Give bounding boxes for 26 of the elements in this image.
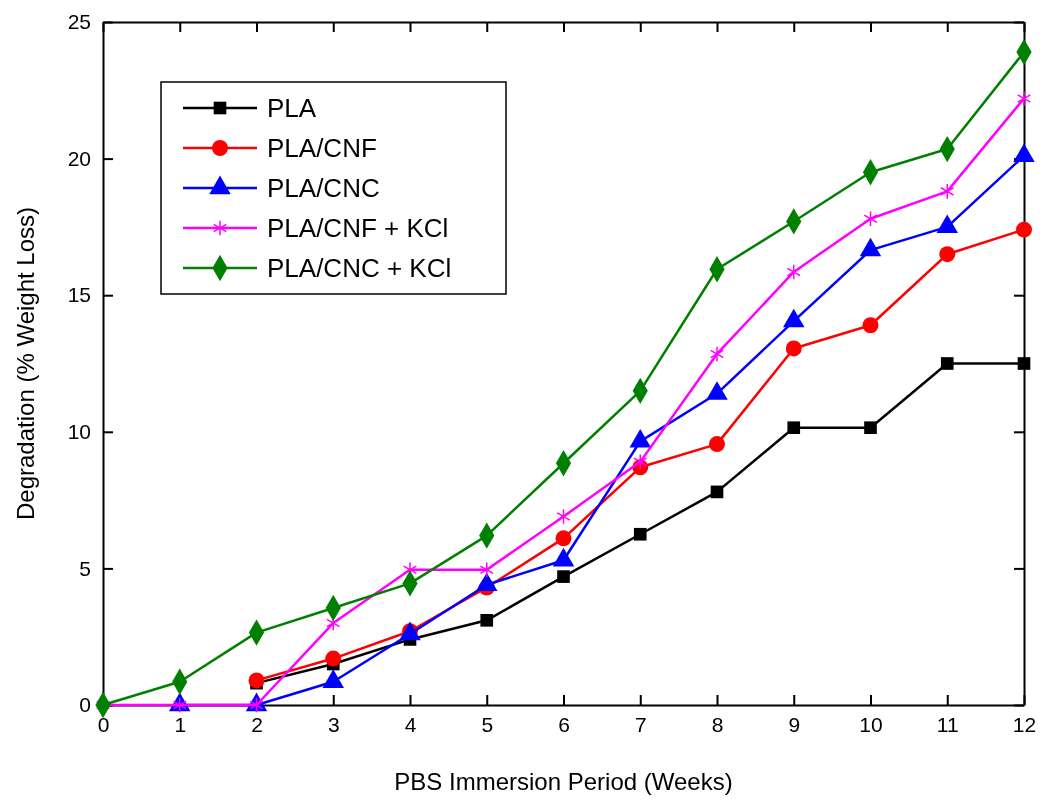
y-tick-label: 5 (79, 556, 91, 580)
x-tick-label: 11 (936, 712, 959, 736)
x-tick-label: 2 (251, 712, 263, 736)
y-tick-label: 15 (67, 283, 91, 307)
y-tick-label: 0 (79, 693, 91, 717)
x-tick-label: 4 (404, 712, 417, 736)
y-tick-label: 20 (67, 146, 91, 170)
x-tick-label: 0 (97, 712, 110, 736)
x-tick-label: 8 (711, 712, 724, 736)
x-axis-title: PBS Immersion Period (Weeks) (394, 768, 733, 795)
y-axis-title: Degradation (% Weight Loss) (12, 206, 39, 521)
x-tick-label: 3 (327, 712, 340, 736)
x-tick-label: 5 (481, 712, 494, 736)
y-tick-label: 10 (67, 420, 91, 444)
x-tick-label: 10 (859, 712, 883, 736)
legend-label: PLA/CNF (267, 133, 377, 163)
legend-label: PLA/CNF + KCl (267, 213, 449, 243)
x-tick-label: 7 (634, 712, 647, 736)
x-tick-label: 6 (558, 712, 570, 736)
legend-label: PLA (267, 93, 317, 123)
x-tick-label: 1 (174, 712, 187, 736)
legend-label: PLA/CNC (267, 173, 380, 203)
x-tick-label: 12 (1012, 712, 1037, 736)
y-tick-label: 25 (67, 10, 91, 34)
legend-label: PLA/CNC + KCl (267, 253, 452, 283)
x-tick-label: 9 (788, 712, 801, 736)
